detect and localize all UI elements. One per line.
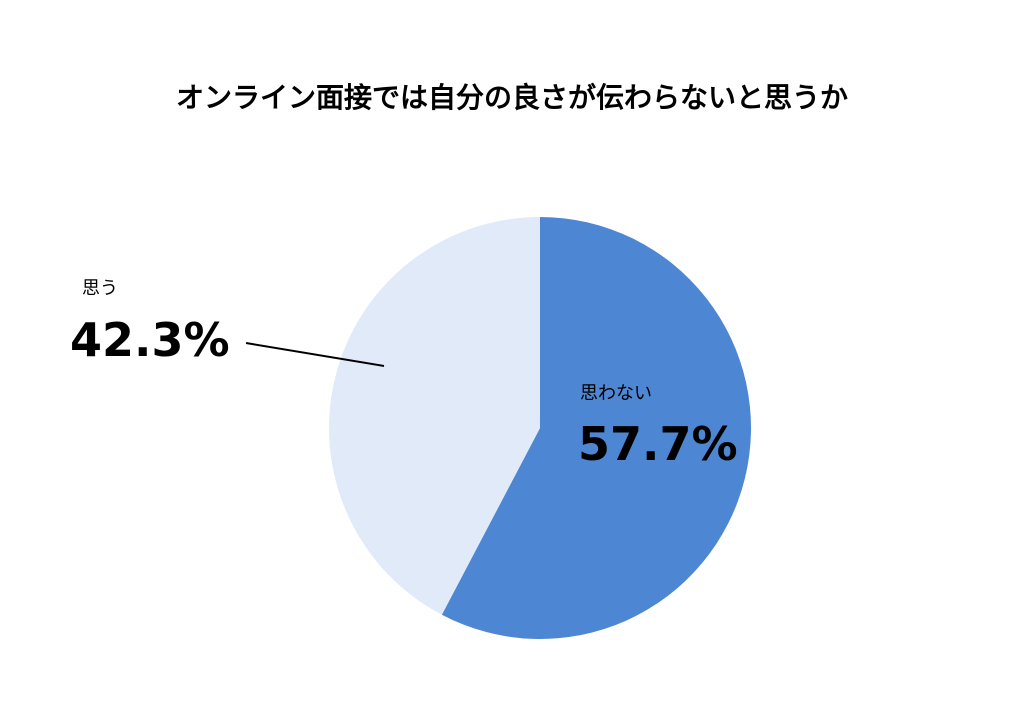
leader-line-omou bbox=[245, 342, 385, 367]
slice-value-omou: 42.3% bbox=[70, 313, 230, 367]
slice-omowanai bbox=[441, 217, 752, 639]
chart-title: オンライン面接では自分の良さが伝わらないと思うか bbox=[176, 81, 848, 114]
slice-label-omou: 思う bbox=[82, 278, 118, 299]
pie-slices bbox=[329, 217, 752, 639]
slice-omou bbox=[329, 217, 540, 615]
slice-label-omowanai: 思わない bbox=[580, 383, 652, 404]
slice-value-omowanai: 57.7% bbox=[578, 417, 738, 471]
